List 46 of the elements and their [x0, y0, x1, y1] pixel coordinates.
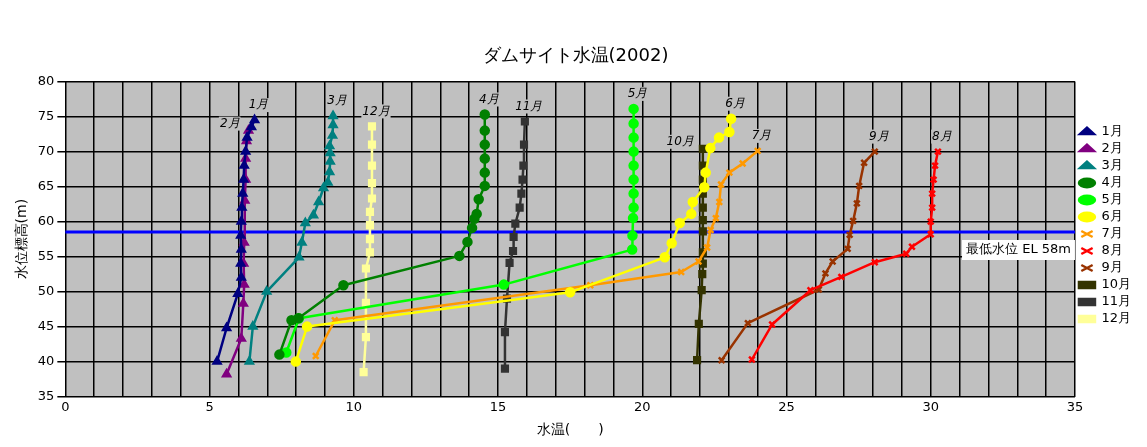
text: 2月 — [219, 115, 240, 130]
y-tick-label: 60 — [37, 212, 55, 228]
text: 4月 — [478, 91, 499, 106]
y-tick-label: 40 — [37, 352, 55, 368]
y-tick-label: 50 — [37, 282, 55, 298]
x-tick-label: 5 — [205, 398, 214, 414]
legend-label: 5月 — [1101, 191, 1123, 207]
legend-label: 10月 — [1101, 276, 1131, 292]
x-tick-label: 35 — [1066, 398, 1084, 414]
y-tick-label: 80 — [37, 72, 55, 88]
x-axis-title: 水温( ) — [536, 421, 604, 438]
text: 12月 — [362, 103, 390, 118]
y-tick-label: 35 — [37, 387, 55, 403]
legend-label: 8月 — [1101, 242, 1123, 258]
legend-label: 2月 — [1101, 140, 1123, 156]
x-tick-label: 25 — [778, 398, 795, 414]
text: 3月 — [327, 93, 347, 108]
legend-label: 3月 — [1101, 157, 1123, 173]
x-tick-label: 10 — [345, 398, 363, 414]
x-tick-label: 20 — [633, 398, 651, 414]
text: 11月 — [515, 98, 543, 113]
y-tick-label: 55 — [37, 247, 55, 263]
legend-label: 7月 — [1101, 225, 1123, 241]
text: 6月 — [725, 95, 745, 110]
text: 10月 — [666, 133, 694, 148]
legend-label: 9月 — [1101, 259, 1123, 275]
text: 1月 — [248, 97, 269, 112]
y-tick-label: 70 — [37, 142, 55, 158]
x-tick-label: 0 — [61, 398, 70, 414]
ref-line-label: 最低水位 EL 58m — [966, 241, 1071, 257]
text: 9月 — [868, 128, 889, 143]
x-tick-label: 15 — [489, 398, 507, 414]
x-tick-label: 30 — [922, 398, 939, 414]
y-tick-label: 75 — [37, 107, 55, 123]
legend-label: 12月 — [1101, 310, 1131, 326]
text: 5月 — [627, 86, 648, 101]
legend-label: 4月 — [1101, 174, 1123, 190]
legend-label: 6月 — [1101, 208, 1123, 224]
text: 7月 — [751, 128, 772, 143]
y-tick-label: 45 — [37, 317, 55, 333]
text: 8月 — [932, 128, 952, 143]
y-tick-label: 65 — [37, 177, 55, 193]
y-axis-title: 水位標高(m) — [13, 198, 30, 280]
chart-title: ダムサイト水温(2002) — [482, 44, 669, 66]
legend-label: 11月 — [1101, 293, 1131, 309]
legend-label: 1月 — [1101, 123, 1123, 139]
